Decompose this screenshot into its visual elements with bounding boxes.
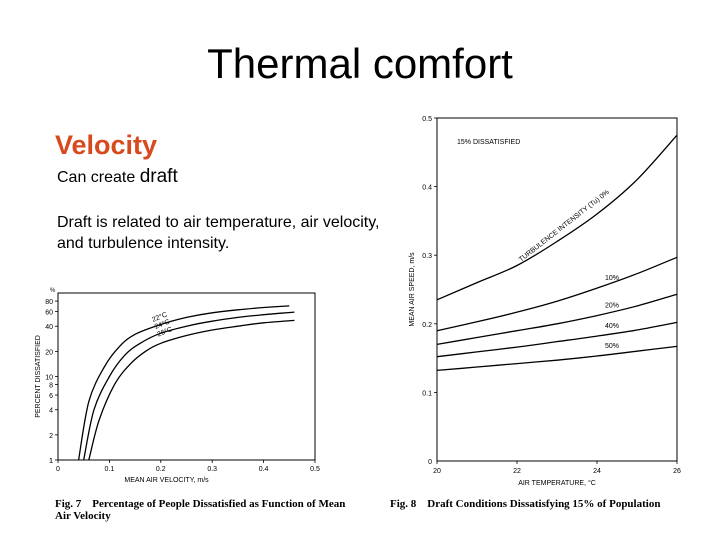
- fig8-caption: Draft Conditions Dissatisfying 15% of Po…: [427, 498, 661, 510]
- x-axis-label: MEAN AIR VELOCITY, m/s: [124, 477, 209, 484]
- x-tick-label: 0.1: [105, 466, 115, 473]
- line1-emphasis: draft: [139, 166, 178, 187]
- series-line-22°C: [77, 305, 290, 461]
- series-line-40%: [436, 321, 678, 358]
- line1-prefix: Can create: [57, 169, 140, 186]
- y-tick-label: 0: [428, 459, 432, 466]
- annotation-label: 15% DISSATISFIED: [457, 139, 520, 146]
- y-tick-label: 0.3: [422, 253, 432, 260]
- series-label: 50%: [605, 343, 619, 350]
- chart-fig8: 0.1 0.2 0.3 0.4 0.5 020 22 24 26 AIR TEMPERATURE,…: [409, 116, 681, 487]
- y-tick-label: 2: [49, 433, 53, 440]
- x-tick-label: 0: [56, 466, 60, 473]
- series-label: 40%: [605, 323, 619, 330]
- x-tick-label: 0.4: [259, 466, 269, 473]
- x-tick-label: 26: [673, 468, 681, 475]
- y-tick-label: 20: [45, 349, 53, 356]
- x-axis-label: AIR TEMPERATURE, °C: [518, 479, 596, 487]
- x-tick-label: 0.5: [310, 466, 320, 473]
- y-tick-label: 6: [49, 393, 53, 400]
- y-unit-label: %: [50, 288, 56, 294]
- subheading: Velocity: [55, 130, 158, 160]
- fig8-label: Fig. 8: [390, 498, 417, 510]
- y-tick-label: 0.1: [422, 390, 432, 397]
- series-line-26°C: [88, 319, 295, 461]
- series-label: 10%: [605, 275, 619, 282]
- body-paragraph: Draft is related to air temperature, air…: [57, 214, 380, 252]
- y-tick-label: 0.4: [422, 185, 432, 192]
- series-line-10%: [436, 256, 678, 332]
- y-tick-label: 1: [49, 458, 53, 465]
- y-tick-label: 80: [45, 299, 53, 306]
- x-tick-label: 0.3: [207, 466, 217, 473]
- y-axis-label: PERCENT DISSATISFIED: [35, 335, 42, 418]
- turbulence-label: TURBULENCE INTENSITY (Tu) 0%: [518, 189, 611, 264]
- fig7-label: Fig. 7: [55, 498, 82, 510]
- y-tick-label: 4: [49, 408, 53, 415]
- y-tick-label: 10: [45, 375, 53, 382]
- x-tick-label: 22: [513, 468, 521, 475]
- series-label: 20%: [605, 302, 619, 309]
- body-line-1: Can create draft: [57, 166, 178, 188]
- fig7-caption-block: Fig. 7 Percentage of People Dissatisfied…: [55, 498, 355, 522]
- y-tick-label: 0.5: [422, 116, 432, 123]
- y-tick-label: 8: [49, 383, 53, 390]
- x-tick-label: 24: [593, 468, 601, 475]
- series-line-50%: [436, 345, 678, 372]
- x-tick-label: 0.2: [156, 466, 166, 473]
- x-tick-label: 20: [433, 468, 441, 475]
- series-line-20%: [436, 293, 678, 346]
- series-line-0%: [436, 134, 678, 301]
- y-axis-label: MEAN AIR SPEED, m/s: [409, 252, 416, 327]
- y-tick-label: 0.2: [422, 322, 432, 329]
- plot-frame: [436, 117, 678, 462]
- fig8-caption-block: Fig. 8 Draft Conditions Dissatisfying 15…: [390, 498, 710, 510]
- series-line-24°C: [83, 311, 295, 461]
- y-tick-label: 40: [45, 324, 53, 331]
- slide-title: Thermal comfort: [207, 40, 513, 87]
- y-tick-label: 60: [45, 310, 53, 317]
- y-tick-label: 1: [49, 458, 53, 465]
- fig7-caption: Percentage of People Dissatisfied as Fun…: [55, 498, 346, 522]
